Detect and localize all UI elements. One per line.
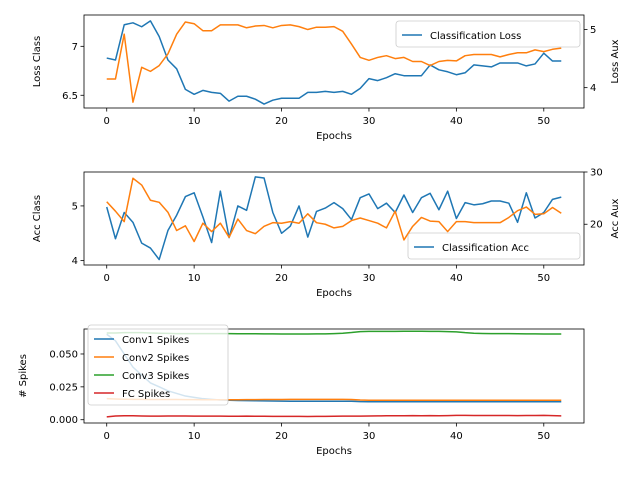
y-axis-label: # Spikes — [18, 354, 29, 398]
y-right-tick-label: 30 — [590, 168, 603, 179]
legend-box — [407, 232, 581, 260]
series-line-aux-1 — [106, 21, 562, 103]
axes-frame — [83, 171, 585, 266]
panel-3: 0 10 20 30 40 50 Epochs 0.000 0.025 0.050 # Spikes… — [18, 324, 585, 457]
series-group — [106, 20, 562, 105]
series-line-fc-spikes — [106, 414, 562, 418]
y-tick-label: 6.5 — [62, 91, 78, 102]
legend-box — [87, 324, 229, 406]
y-axis-label: Acc Class — [32, 195, 43, 242]
y-axis-label: Loss Class — [32, 36, 43, 87]
series-group — [106, 176, 562, 261]
legend-entry: Classification Acc — [442, 243, 529, 254]
x-axis-label: Epochs — [316, 288, 352, 299]
y-right-axis-label: Loss Aux — [610, 39, 621, 83]
legend-entry: Conv2 Spikes — [122, 353, 189, 364]
axes-frame — [83, 328, 585, 424]
legend-entry: Classification Loss — [430, 31, 521, 42]
y-tick-label: 7 — [72, 42, 78, 53]
legend: Classification Acc — [407, 232, 581, 260]
x-axis-label: Epochs — [316, 131, 352, 142]
x-tick-label: 0 — [104, 116, 110, 127]
legend-entry: Conv3 Spikes — [122, 371, 189, 382]
y-tick-label: 4 — [72, 256, 78, 267]
x-tick-label: 20 — [275, 273, 288, 284]
y-right-tick-label: 4 — [590, 83, 596, 94]
x-tick-label: 30 — [363, 273, 376, 284]
y-right-tick-label: 5 — [590, 25, 596, 36]
series-line-classification-loss — [106, 20, 562, 105]
legend-box — [395, 20, 581, 48]
x-tick-label: 50 — [537, 431, 550, 442]
y-tick-label: 0.000 — [49, 415, 78, 426]
x-tick-label: 50 — [537, 273, 550, 284]
x-tick-label: 30 — [363, 116, 376, 127]
x-tick-label: 0 — [104, 273, 110, 284]
x-axis-label: Epochs — [316, 446, 352, 457]
x-tick-label: 10 — [188, 431, 201, 442]
x-tick-label: 40 — [450, 273, 463, 284]
x-tick-label: 0 — [104, 431, 110, 442]
x-tick-label: 40 — [450, 431, 463, 442]
x-tick-label: 20 — [275, 116, 288, 127]
legend-entry: FC Spikes — [122, 389, 170, 400]
axes-frame — [83, 14, 585, 109]
x-tick-label: 20 — [275, 431, 288, 442]
x-tick-label: 40 — [450, 116, 463, 127]
legend: Classification Loss — [395, 20, 581, 48]
x-tick-label: 10 — [188, 116, 201, 127]
y-tick-label: 5 — [72, 201, 78, 212]
series-line-aux-1 — [106, 177, 562, 243]
y-tick-label: 0.050 — [49, 349, 78, 360]
y-right-axis-label: Acc Aux — [610, 198, 621, 238]
legend: Conv1 Spikes Conv2 Spikes Conv3 Spikes FC S… — [87, 324, 229, 406]
x-tick-label: 50 — [537, 116, 550, 127]
legend-entry: Conv1 Spikes — [122, 335, 189, 346]
y-tick-label: 0.025 — [49, 382, 78, 393]
y-right-tick-label: 20 — [590, 220, 603, 231]
series-line-classification-acc — [106, 176, 562, 261]
x-tick-label: 10 — [188, 273, 201, 284]
panel-2: 0 10 20 30 40 50 Epochs 4 5 Acc Class 20 30 Acc Aux C… — [32, 168, 621, 300]
panel-1: 0 10 20 30 40 50 Epochs 6.5 7 Loss Class 4 5 Loss Au… — [32, 14, 621, 142]
x-tick-label: 30 — [363, 431, 376, 442]
